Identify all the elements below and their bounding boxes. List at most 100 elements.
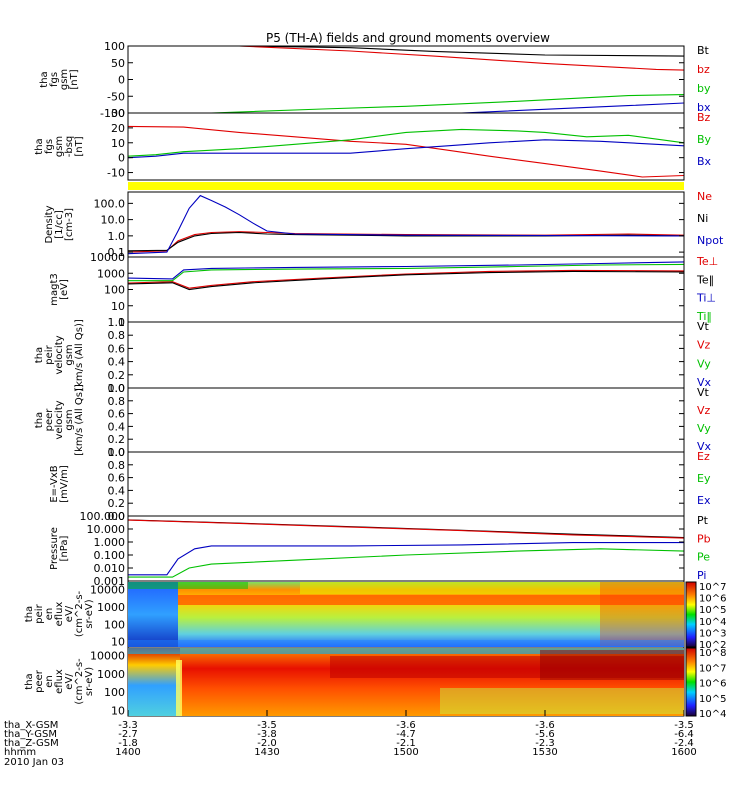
y-axis-label: [1/cc] [54,210,65,239]
y-axis-label: -bsq [64,136,75,158]
series-npot-line [127,194,685,255]
y-tick-label: 0.8 [108,329,126,342]
colorbar-label: 10^6 [699,679,726,690]
colorbar-label: 10^5 [699,605,726,616]
y-tick-label: 1000 [97,267,125,280]
y-tick-label: 0.4 [108,420,126,433]
y-axis-label: (cm^2-s- [74,590,85,637]
y-axis-label: tha [34,347,45,363]
series-te‖-line [127,270,685,291]
y-axis-label: gsm [64,344,75,365]
y-tick-label: 0.8 [108,395,126,408]
y-axis-label: fgs [49,72,60,87]
date-label: 2010 Jan 03 [4,757,64,768]
x-row-value: 1400 [115,747,140,758]
legend-te‖: Te‖ [696,273,714,286]
y-axis-label: Density [44,205,55,243]
y-tick-label: 100 [104,618,125,631]
y-tick-label: 10000 [90,650,125,663]
panel-frame [127,321,685,389]
y-axis-label: gsm [59,69,70,90]
colorbar-label: 10^5 [699,694,726,705]
legend-bz: bz [697,63,710,76]
electron-spectrogram [128,648,684,716]
spectrograms [128,581,697,717]
x-row-value: -3.6 [535,720,555,731]
panel-4: 10000 1000 100 10 1 magt3 [eV] Te⊥ Te‖ Ti⊥ Ti‖ [49,251,718,329]
x-row-value: -2.3 [535,738,555,749]
x-row-value: -2.0 [257,738,277,749]
x-row-label: tha_Z-GSM [4,738,59,749]
y-axis-label: magt3 [49,273,60,306]
y-axis-label: tha [24,606,35,622]
panel-frame [127,387,685,453]
colorbar-label: 10^6 [699,594,726,605]
yellow-flag-bar [128,182,684,190]
y-tick-label: 10 [111,300,125,313]
y-tick-label: 10 [111,705,125,718]
panel-9: 10000 1000 100 10 tha peir en eflux eV/(cm^2-s-s… [24,580,726,651]
y-tick-label: 10 [111,137,125,150]
y-tick-label: 0 [118,152,125,165]
y-tick-label: 0.010 [94,562,126,575]
legend-vt: Vt [697,386,710,399]
legend-ex: Ex [697,494,711,507]
panel-2: 30 20 10 0 -10 tha fgs gsm -bsq [nT] Bz By Bx [34,107,712,181]
x-row-label: tha_X-GSM [4,720,58,731]
figure-title: P5 (TH-A) fields and ground moments over… [266,31,550,45]
panel-1: 100 50 0 -50 -100 tha fgs gsm [nT] Bt bz by bx [39,40,711,120]
y-tick-label: -10 [107,167,125,180]
x-row-value: -3.8 [257,729,277,740]
y-tick-label: -100 [100,107,125,120]
y-axis-label: en [44,608,55,621]
y-axis-label: gsm [54,136,65,157]
y-tick-label: 10.000 [87,523,126,536]
y-tick-label: 20 [111,122,125,135]
y-tick-label: 0.0 [108,446,126,459]
y-tick-label: 0.4 [108,484,126,497]
y-axis-label: [nT] [69,69,80,89]
legend-vt: Vt [697,320,710,333]
y-tick-label: 0.2 [108,369,126,382]
y-axis-label: [nT] [74,136,85,156]
x-row-value: -1.8 [118,738,138,749]
y-tick-label: 0.6 [108,472,126,485]
x-row-value: -3.6 [396,720,416,731]
panel-frame [127,191,685,258]
legend-by: By [697,133,712,146]
y-axis-label: eV/ [64,605,75,622]
y-tick-label: 1.0 [108,230,126,243]
x-row-value: -2.7 [118,729,138,740]
y-axis-label: fgs [44,139,55,154]
y-tick-label: 100 [104,686,125,699]
series-bz-line [128,45,685,71]
legend-vy: Vy [697,422,711,435]
y-axis-label: [km/s (All Qs)] [74,384,85,456]
x-row-value: 1500 [393,747,418,758]
y-tick-label: 0.0 [108,382,126,395]
series-pi-line [128,542,684,576]
legend-pt: Pt [697,514,709,527]
x-row-value: -3.3 [118,720,138,731]
y-axis-label: peer [34,669,45,693]
y-axis-label: E=-VxB [49,465,60,502]
legend-vx: Vx [697,376,712,389]
series-ti⊥-line [127,261,685,280]
legend-bt: Bt [697,44,710,57]
legend-pb: Pb [697,532,711,545]
series-bx-line [127,139,685,159]
series-by-line [127,128,685,157]
legend-bx: Bx [697,155,712,168]
panel-frame [127,451,685,517]
y-axis-label: tha [34,412,45,428]
colorbar-label: 10^4 [699,709,726,720]
y-tick-label: 10.0 [101,214,126,227]
y-tick-label: 1000 [97,668,125,681]
y-tick-label: 10000 [90,583,125,596]
y-axis-label: tha [24,673,35,689]
colorbar-label: 10^7 [699,663,726,674]
y-tick-label: 1.0 [108,316,126,329]
